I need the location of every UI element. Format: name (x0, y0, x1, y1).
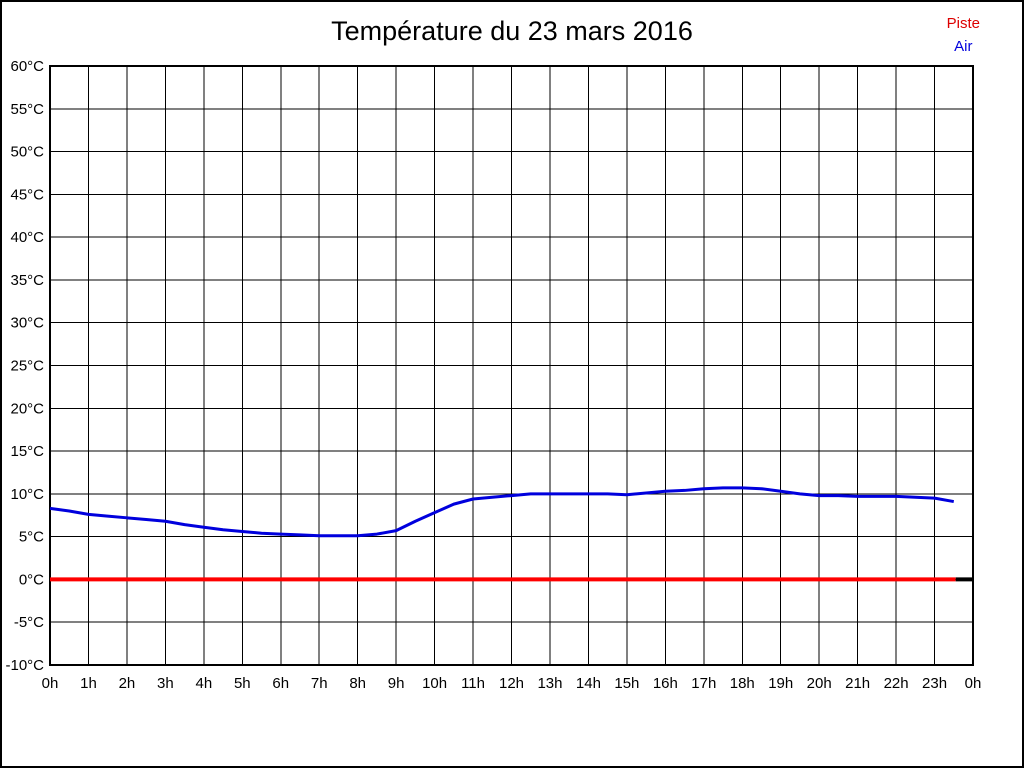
y-tick-label: 5°C (19, 529, 44, 546)
chart-title: Température du 23 mars 2016 (331, 16, 693, 46)
x-tick-label: 14h (576, 675, 601, 692)
y-tick-label: 10°C (10, 486, 44, 503)
x-tick-label: 15h (614, 675, 639, 692)
y-tick-label: 30°C (10, 315, 44, 332)
plot-border (49, 65, 974, 666)
y-tick-label: 40°C (10, 229, 44, 246)
x-tick-label: 11h (461, 675, 485, 692)
x-tick-label: 4h (195, 675, 212, 692)
x-tick-label: 21h (845, 675, 870, 692)
x-tick-label: 6h (272, 675, 289, 692)
y-tick-label: -5°C (14, 614, 44, 631)
y-tick-label: 35°C (10, 272, 44, 289)
series-line-air (49, 486, 955, 538)
x-tick-label: 3h (157, 675, 174, 692)
y-tick-label: 0°C (19, 571, 44, 588)
legend: Piste Air (947, 12, 980, 58)
x-tick-label: 22h (884, 675, 909, 692)
x-tick-label: 20h (807, 675, 832, 692)
y-tick-label: -10°C (5, 657, 44, 674)
x-tick-label: 8h (349, 675, 366, 692)
y-tick-label: 60°C (10, 58, 44, 75)
legend-piste-label: Piste (946, 15, 980, 32)
y-tick-label: 50°C (10, 144, 44, 161)
x-tick-label: 1h (80, 675, 97, 692)
y-tick-label: 20°C (10, 400, 44, 417)
x-tick-label: 23h (922, 675, 947, 692)
legend-air-label: Air (954, 38, 973, 55)
x-tick-label: 0h (42, 675, 59, 692)
y-tick-label: 55°C (10, 101, 44, 118)
x-tick-label: 16h (653, 675, 678, 692)
y-tick-label: 15°C (10, 443, 44, 460)
x-tick-label: 5h (234, 675, 251, 692)
x-tick-label: 17h (691, 675, 716, 692)
x-tick-label: 12h (499, 675, 524, 692)
y-tick-label: 25°C (10, 358, 44, 375)
x-tick-label: 9h (388, 675, 405, 692)
x-tick-label: 19h (768, 675, 793, 692)
x-tick-label: 0h (965, 675, 982, 692)
x-tick-label: 18h (730, 675, 755, 692)
x-tick-label: 2h (119, 675, 136, 692)
y-tick-label: 45°C (10, 186, 44, 203)
x-tick-label: 13h (537, 675, 562, 692)
x-tick-label: 10h (422, 675, 447, 692)
x-tick-label: 7h (311, 675, 328, 692)
